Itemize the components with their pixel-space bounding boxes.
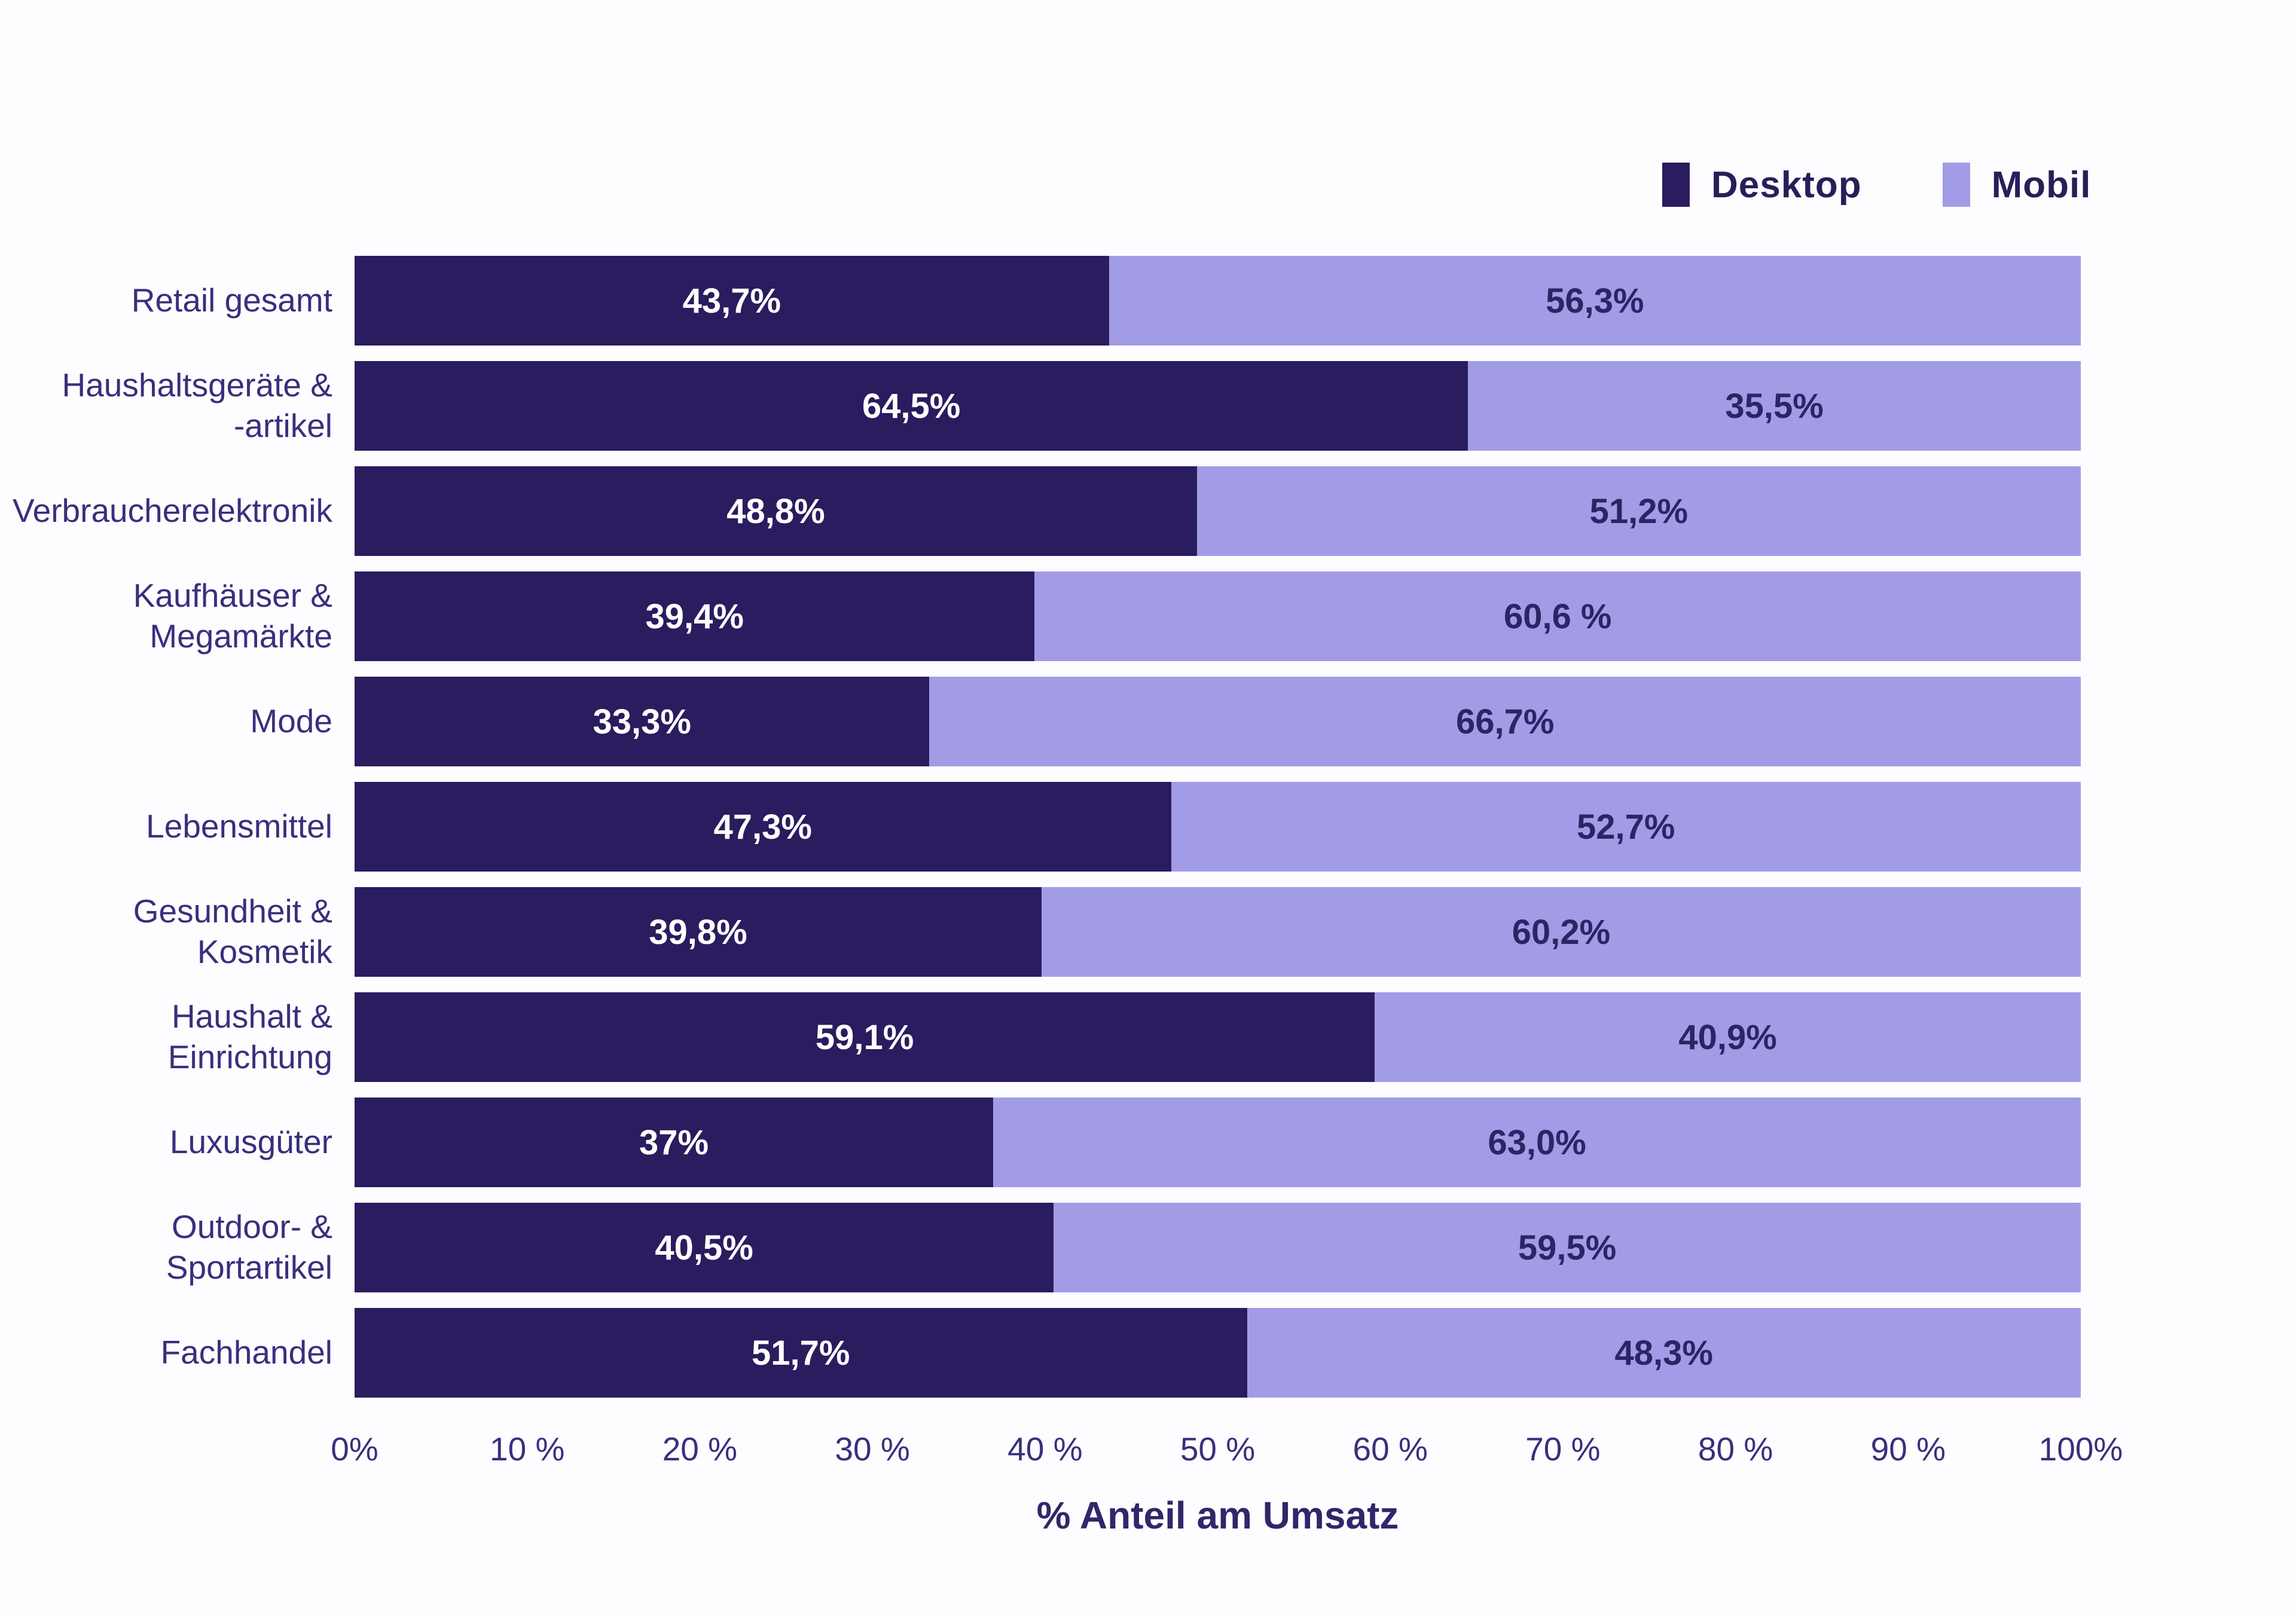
value-label-desktop: 40,5% — [655, 1228, 753, 1267]
category-label: Fachhandel — [160, 1334, 332, 1371]
category-label: Haushaltsgeräte & -artikel — [62, 366, 333, 444]
bar-row: 51,7% 48,3% — [355, 1308, 2081, 1398]
category-label: Kaufhäuser & Megamärkte — [133, 577, 332, 655]
bar-segment-mobil: 59,5% — [1054, 1203, 2081, 1292]
bar-segment-mobil: 48,3% — [1247, 1308, 2081, 1398]
x-tick-label: 40 % — [1007, 1430, 1083, 1468]
category-label: Mode — [250, 702, 332, 740]
category-label: Lebensmittel — [146, 808, 332, 845]
value-label-desktop: 51,7% — [752, 1333, 850, 1372]
x-axis: 0% 10 % 20 % 30 % 40 % 50 % 60 % 70 % 80 % 90 % 10… — [331, 1430, 2123, 1478]
category-labels: Retail gesamt Haushaltsgeräte & -artikel V… — [0, 256, 332, 1398]
bar-segment-desktop: 37% — [355, 1098, 994, 1187]
bar-segment-mobil: 60,2% — [1042, 887, 2081, 977]
value-label-mobil: 59,5% — [1518, 1228, 1617, 1267]
value-label-desktop: 59,1% — [815, 1017, 914, 1057]
bar-segment-desktop: 64,5% — [355, 361, 1468, 451]
bar-segment-mobil: 66,7% — [929, 677, 2081, 766]
value-label-mobil: 60,2% — [1512, 912, 1611, 952]
bar-segment-desktop: 33,3% — [355, 677, 930, 766]
value-label-desktop: 37% — [639, 1123, 709, 1162]
bar-segment-desktop: 43,7% — [355, 256, 1109, 346]
value-label-mobil: 40,9% — [1678, 1017, 1777, 1057]
value-label-mobil: 51,2% — [1589, 491, 1689, 531]
category-label: Verbraucherelektronik — [12, 492, 332, 530]
x-axis-title: % Anteil am Umsatz — [1036, 1494, 1399, 1537]
x-tick-label: 50 % — [1180, 1430, 1256, 1468]
category-label: Outdoor- & Sportartikel — [166, 1208, 332, 1286]
x-tick-label: 70 % — [1525, 1430, 1601, 1468]
bar-segment-desktop: 39,8% — [355, 887, 1042, 977]
legend-swatch-desktop — [1662, 163, 1690, 207]
bar-segment-desktop: 47,3% — [355, 782, 1171, 872]
bar-segment-mobil: 40,9% — [1375, 992, 2081, 1082]
bar-row: 33,3% 66,7% — [355, 677, 2081, 766]
bar-row: 40,5% 59,5% — [355, 1203, 2081, 1292]
legend-item-desktop: Desktop — [1662, 163, 1862, 207]
category-label: Haushalt & Einrichtung — [167, 998, 332, 1075]
bar-segment-mobil: 60,6 % — [1034, 571, 2081, 661]
bar-row: 39,8% 60,2% — [355, 887, 2081, 977]
bar-row: 64,5% 35,5% — [355, 361, 2081, 451]
bar-segment-mobil: 52,7% — [1171, 782, 2081, 872]
value-label-desktop: 43,7% — [682, 281, 781, 320]
value-label-desktop: 48,8% — [726, 491, 825, 531]
value-label-mobil: 52,7% — [1577, 807, 1675, 846]
legend-label-mobil: Mobil — [1991, 164, 2092, 206]
x-tick-label: 90 % — [1870, 1430, 1946, 1468]
category-label: Retail gesamt — [131, 282, 332, 319]
bar-row: 48,8% 51,2% — [355, 466, 2081, 556]
legend-label-desktop: Desktop — [1711, 164, 1862, 206]
value-label-desktop: 33,3% — [593, 702, 691, 741]
bar-segment-desktop: 51,7% — [355, 1308, 1247, 1398]
value-label-mobil: 60,6 % — [1503, 597, 1612, 636]
bar-segment-desktop: 48,8% — [355, 466, 1197, 556]
bar-row: 47,3% 52,7% — [355, 782, 2081, 872]
x-tick-label: 0% — [331, 1430, 378, 1468]
bar-segment-mobil: 35,5% — [1468, 361, 2081, 451]
value-label-desktop: 39,4% — [645, 597, 744, 636]
x-tick-label: 60 % — [1352, 1430, 1428, 1468]
bar-segment-desktop: 40,5% — [355, 1203, 1054, 1292]
x-tick-label: 80 % — [1697, 1430, 1773, 1468]
bar-row: 43,7% 56,3% — [355, 256, 2081, 346]
bar-segment-mobil: 63,0% — [993, 1098, 2081, 1187]
bar-row: 37% 63,0% — [355, 1098, 2081, 1187]
value-label-desktop: 47,3% — [713, 807, 812, 846]
plot-area: 43,7% 56,3% 64,5% 35,5% 48,8% 51,2% 39,4% 60,6 … — [355, 256, 2081, 1398]
bar-row: 39,4% 60,6 % — [355, 571, 2081, 661]
bar-segment-desktop: 59,1% — [355, 992, 1375, 1082]
value-label-mobil: 35,5% — [1725, 386, 1824, 426]
legend: Desktop Mobil — [1662, 163, 2091, 207]
legend-item-mobil: Mobil — [1942, 163, 2092, 207]
value-label-mobil: 66,7% — [1455, 702, 1555, 741]
x-tick-label: 20 % — [662, 1430, 738, 1468]
value-label-mobil: 63,0% — [1488, 1123, 1586, 1162]
x-tick-label: 10 % — [490, 1430, 565, 1468]
category-label: Luxusgüter — [169, 1123, 332, 1161]
bar-row: 59,1% 40,9% — [355, 992, 2081, 1082]
category-label: Gesundheit & Kosmetik — [133, 892, 332, 970]
value-label-mobil: 48,3% — [1614, 1333, 1714, 1372]
x-tick-label: 100% — [2038, 1430, 2123, 1468]
value-label-mobil: 56,3% — [1546, 281, 1644, 320]
value-label-desktop: 39,8% — [649, 912, 747, 952]
bar-segment-mobil: 51,2% — [1196, 466, 2081, 556]
legend-swatch-mobil — [1942, 163, 1970, 207]
x-tick-label: 30 % — [835, 1430, 910, 1468]
bar-segment-desktop: 39,4% — [355, 571, 1035, 661]
bar-segment-mobil: 56,3% — [1109, 256, 2081, 346]
value-label-desktop: 64,5% — [862, 386, 961, 426]
